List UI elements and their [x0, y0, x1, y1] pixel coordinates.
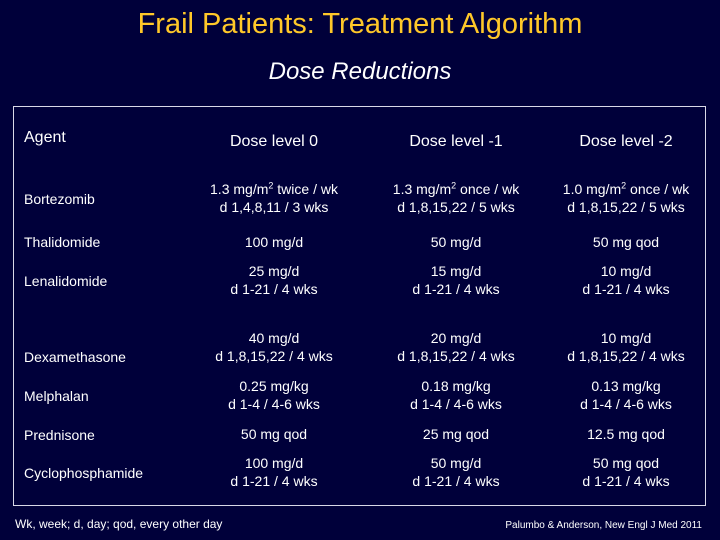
- cell-line: 1.3 mg/m2 twice / wk: [210, 180, 338, 197]
- cell-line: d 1-4 / 4-6 wks: [228, 396, 320, 412]
- cell-melphalan-d0: 0.25 mg/kg d 1-4 / 4-6 wks: [194, 377, 354, 413]
- cell-cyclophosphamide-d1: 50 mg/d d 1-21 / 4 wks: [376, 454, 536, 490]
- cell-line: d 1,8,15,22 / 5 wks: [397, 199, 515, 215]
- agent-melphalan: Melphalan: [24, 388, 89, 404]
- slide-title: Frail Patients: Treatment Algorithm: [137, 8, 583, 40]
- cell-line: 10 mg/d: [600, 263, 652, 279]
- cell-line: d 1-21 / 4 wks: [230, 281, 318, 297]
- cell-line: d 1-21 / 4 wks: [230, 473, 318, 489]
- cell-line: 50 mg/d: [430, 455, 482, 471]
- cell-line: 0.18 mg/kg: [421, 378, 491, 394]
- cell-prednisone-d2: 12.5 mg qod: [587, 426, 665, 442]
- cell-line: d 1,8,15,22 / 4 wks: [215, 348, 333, 364]
- cell-line: d 1,8,15,22 / 4 wks: [397, 348, 515, 364]
- cell-thalidomide-d1: 50 mg/d: [430, 234, 482, 250]
- slide-subtitle: Dose Reductions: [268, 58, 452, 85]
- cell-line: d 1,8,15,22 / 5 wks: [567, 199, 685, 215]
- cell-prednisone-d1: 25 mg qod: [422, 426, 490, 442]
- cell-cyclophosphamide-d2: 50 mg qod d 1-21 / 4 wks: [546, 454, 706, 490]
- cell-line: 50 mg qod: [592, 455, 660, 471]
- cell-line: 0.25 mg/kg: [239, 378, 309, 394]
- cell-line: 10 mg/d: [600, 330, 652, 346]
- dose-table: Agent Dose level 0 Dose level -1 Dose le…: [13, 106, 706, 506]
- header-agent: Agent: [24, 129, 66, 146]
- cell-thalidomide-d2: 50 mg qod: [592, 234, 660, 250]
- cell-line: d 1,8,15,22 / 4 wks: [567, 348, 685, 364]
- header-dose-level-0: Dose level 0: [229, 133, 319, 150]
- cell-lenalidomide-d0: 25 mg/d d 1-21 / 4 wks: [194, 262, 354, 298]
- agent-prednisone: Prednisone: [24, 427, 95, 443]
- cell-lenalidomide-d2: 10 mg/d d 1-21 / 4 wks: [546, 262, 706, 298]
- cell-line: 40 mg/d: [248, 330, 300, 346]
- cell-line: d 1-4 / 4-6 wks: [410, 396, 502, 412]
- cell-bortezomib-d2: 1.0 mg/m2 once / wk d 1,8,15,22 / 5 wks: [546, 180, 706, 216]
- cell-lenalidomide-d1: 15 mg/d d 1-21 / 4 wks: [376, 262, 536, 298]
- cell-line: d 1-21 / 4 wks: [412, 281, 500, 297]
- cell-line: 1.3 mg/m2 once / wk: [392, 180, 520, 197]
- cell-line: 25 mg/d: [248, 263, 300, 279]
- cell-line: d 1-21 / 4 wks: [582, 281, 670, 297]
- cell-line: 15 mg/d: [430, 263, 482, 279]
- agent-thalidomide: Thalidomide: [24, 234, 101, 250]
- cell-line: d 1,4,8,11 / 3 wks: [219, 199, 329, 215]
- cell-line: 20 mg/d: [430, 330, 482, 346]
- cell-prednisone-d0: 50 mg qod: [240, 426, 308, 442]
- header-dose-level-minus-1: Dose level -1: [409, 133, 503, 150]
- cell-melphalan-d2: 0.13 mg/kg d 1-4 / 4-6 wks: [546, 377, 706, 413]
- cell-line: d 1-4 / 4-6 wks: [580, 396, 672, 412]
- cell-line: 0.13 mg/kg: [591, 378, 661, 394]
- cell-line: d 1-21 / 4 wks: [582, 473, 670, 489]
- header-dose-level-minus-2: Dose level -2: [579, 133, 673, 150]
- cell-dexamethasone-d0: 40 mg/d d 1,8,15,22 / 4 wks: [194, 329, 354, 365]
- citation: Palumbo & Anderson, New Engl J Med 2011: [505, 520, 702, 531]
- cell-thalidomide-d0: 100 mg/d: [244, 234, 304, 250]
- cell-melphalan-d1: 0.18 mg/kg d 1-4 / 4-6 wks: [376, 377, 536, 413]
- cell-dexamethasone-d2: 10 mg/d d 1,8,15,22 / 4 wks: [546, 329, 706, 365]
- cell-bortezomib-d0: 1.3 mg/m2 twice / wk d 1,4,8,11 / 3 wks: [194, 180, 354, 216]
- cell-dexamethasone-d1: 20 mg/d d 1,8,15,22 / 4 wks: [376, 329, 536, 365]
- agent-lenalidomide: Lenalidomide: [24, 273, 108, 289]
- agent-bortezomib: Bortezomib: [24, 191, 95, 207]
- cell-line: d 1-21 / 4 wks: [412, 473, 500, 489]
- cell-line: 1.0 mg/m2 once / wk: [562, 180, 690, 197]
- cell-cyclophosphamide-d0: 100 mg/d d 1-21 / 4 wks: [194, 454, 354, 490]
- cell-line: 100 mg/d: [244, 455, 304, 471]
- cell-bortezomib-d1: 1.3 mg/m2 once / wk d 1,8,15,22 / 5 wks: [376, 180, 536, 216]
- agent-dexamethasone: Dexamethasone: [24, 349, 126, 365]
- footnote: Wk, week; d, day; qod, every other day: [15, 517, 223, 531]
- agent-cyclophosphamide: Cyclophosphamide: [24, 465, 144, 481]
